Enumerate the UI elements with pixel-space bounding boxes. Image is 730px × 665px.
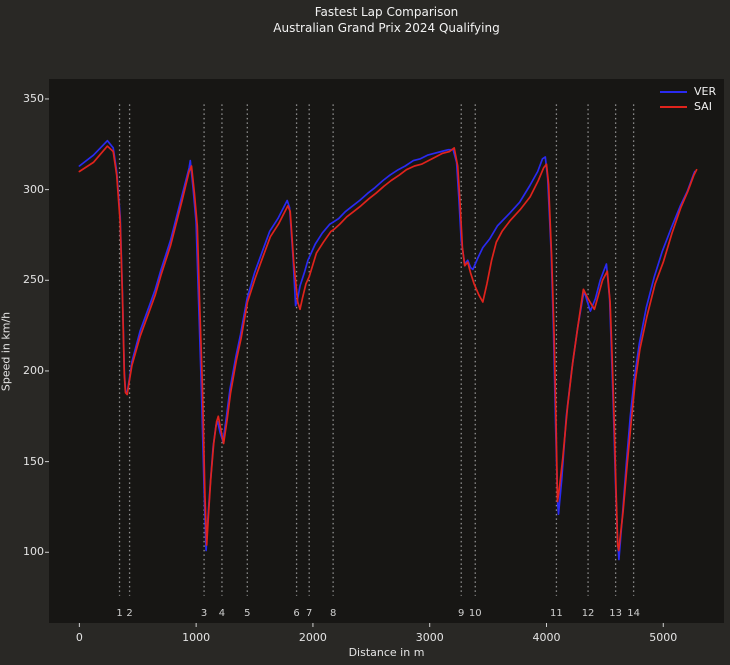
x-tick-label: 4000 (532, 631, 561, 644)
x-tick-label: 2000 (298, 631, 327, 644)
x-axis-label: Distance in m (348, 646, 425, 659)
corner-number-14: 14 (627, 607, 640, 619)
plot-area (49, 79, 724, 623)
corner-number-2: 2 (126, 607, 133, 619)
corner-number-1: 1 (116, 607, 123, 619)
corner-number-3: 3 (200, 607, 208, 619)
legend-entry-ver: VER (660, 84, 716, 99)
corner-number-7: 7 (306, 607, 313, 619)
y-tick-label: 250 (23, 273, 44, 287)
legend: VER SAI (660, 84, 716, 114)
y-tick-label: 150 (23, 454, 44, 468)
ver-line-swatch (660, 90, 687, 93)
corner-number-10: 10 (468, 607, 482, 619)
y-tick-label: 300 (23, 182, 44, 196)
y-axis-label: Speed in km/h (0, 311, 13, 392)
legend-label-sai: SAI (694, 100, 712, 113)
corner-number-4: 4 (218, 607, 226, 619)
chart-title: Fastest Lap Comparison Australian Grand … (49, 4, 724, 36)
legend-label-ver: VER (694, 85, 717, 98)
x-tick-label: 5000 (649, 631, 678, 644)
corner-number-6: 6 (293, 607, 300, 619)
corner-number-11: 11 (550, 607, 563, 619)
sai-line-swatch (660, 105, 687, 108)
chart-title-line2: Australian Grand Prix 2024 Qualifying (273, 21, 500, 35)
x-tick-label: 1000 (182, 631, 211, 644)
y-tick-label: 100 (23, 545, 44, 559)
y-tick-label: 350 (23, 91, 44, 105)
x-tick-label: 0 (75, 631, 83, 644)
chart-title-line1: Fastest Lap Comparison (314, 5, 459, 19)
corner-number-9: 9 (458, 607, 465, 619)
corner-number-13: 13 (609, 607, 622, 619)
legend-entry-sai: SAI (660, 99, 716, 114)
x-tick-label: 3000 (415, 631, 444, 644)
y-tick-label: 200 (23, 363, 44, 377)
corner-number-8: 8 (329, 607, 337, 619)
corner-number-5: 5 (244, 607, 251, 619)
corner-number-12: 12 (581, 607, 595, 619)
